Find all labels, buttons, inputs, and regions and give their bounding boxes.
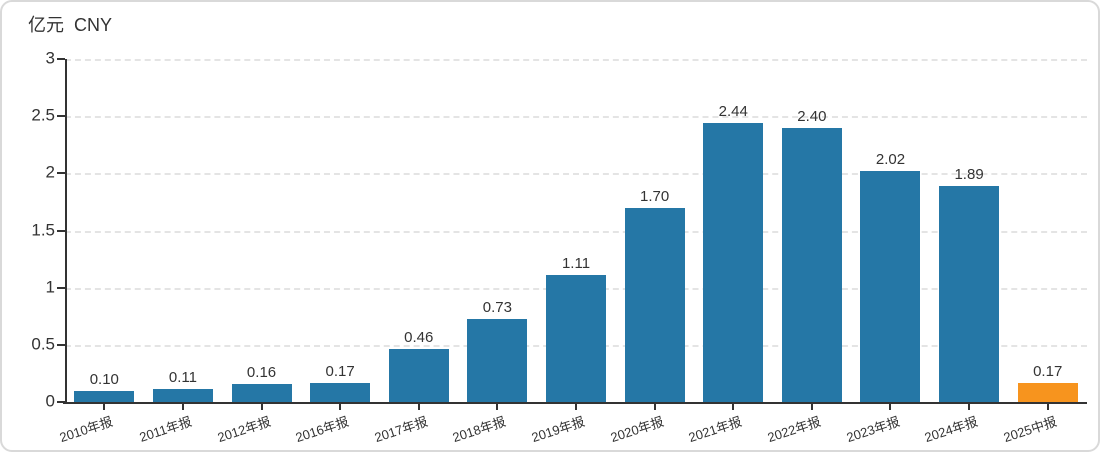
bar[interactable] — [860, 171, 921, 402]
x-axis-tick — [339, 402, 342, 410]
plot-area: 0 0.5 1 1.5 2 2.5 3 0.10 2010年报 0.11 2011年报 0.16 201… — [31, 49, 1087, 445]
bar[interactable] — [703, 123, 764, 402]
y-axis-tick-label: 2.5 — [31, 105, 55, 125]
x-axis-tick-label: 2021年报 — [686, 413, 744, 446]
x-axis-tick-label: 2012年报 — [215, 413, 273, 446]
bar-value-label: 0.46 — [404, 329, 434, 347]
x-axis-tick-label: 2016年报 — [293, 413, 351, 446]
bar-value-label: 1.89 — [954, 165, 984, 183]
y-axis-tick — [57, 401, 65, 403]
x-axis-tick-label: 2019年报 — [529, 413, 587, 446]
bar[interactable] — [781, 127, 842, 402]
bar-value-label: 0.17 — [1033, 362, 1063, 380]
y-axis-tick — [57, 115, 65, 118]
x-axis-tick — [260, 402, 263, 410]
gridline — [65, 173, 1087, 176]
bar[interactable] — [231, 383, 292, 402]
gridline — [65, 230, 1087, 233]
bar-value-label: 2.02 — [875, 151, 906, 169]
y-axis-tick-label: 2 — [45, 162, 55, 182]
x-axis-tick-label: 2020年报 — [608, 413, 666, 446]
x-axis-tick — [1046, 402, 1049, 410]
x-axis-tick — [810, 402, 813, 410]
x-axis-tick-label: 2024年报 — [922, 413, 980, 446]
bar-value-label: 0.17 — [325, 362, 355, 380]
x-axis-tick — [889, 402, 892, 410]
bar[interactable] — [388, 349, 449, 402]
y-axis-tick-label: 3 — [45, 48, 55, 68]
bar[interactable] — [939, 185, 1000, 402]
gridline — [65, 59, 1087, 61]
y-axis-tick — [57, 286, 65, 289]
x-axis-tick — [968, 402, 971, 410]
y-axis-tick — [57, 229, 65, 232]
x-axis-tick — [496, 402, 499, 410]
x-axis-tick-label: 2023年报 — [844, 413, 902, 446]
bar-value-label: 1.11 — [561, 255, 591, 273]
x-axis-tick — [732, 402, 735, 410]
bar[interactable] — [310, 382, 371, 402]
x-axis-tick-label: 2022年报 — [765, 413, 823, 446]
bar-value-label: 2.40 — [797, 107, 827, 125]
y-axis-tick — [57, 343, 65, 346]
bar-value-label: 0.73 — [482, 298, 512, 316]
y-axis-line — [65, 59, 67, 402]
gridline — [65, 116, 1087, 119]
x-axis-tick-label: 2011年报 — [137, 413, 194, 445]
x-axis-tick-label: 2025中报 — [1001, 413, 1059, 446]
bar-value-label: 2.44 — [718, 103, 748, 121]
bar-value-label: 1.70 — [640, 187, 670, 205]
bar[interactable] — [152, 389, 213, 402]
x-axis-tick-label: 2010年报 — [58, 413, 115, 446]
bar-value-label: 0.16 — [246, 363, 277, 381]
bar-value-label: 0.10 — [89, 370, 119, 388]
y-axis-tick-label: 1.5 — [31, 220, 55, 240]
bar[interactable] — [546, 275, 606, 402]
bar[interactable] — [624, 207, 685, 402]
x-axis-tick — [575, 402, 577, 410]
x-axis-tick-label: 2017年报 — [372, 413, 430, 446]
x-axis-tick — [181, 402, 184, 410]
x-axis-tick — [103, 402, 106, 410]
x-axis-tick — [653, 402, 656, 410]
bar[interactable] — [467, 318, 528, 402]
bar-value-label: 0.11 — [168, 369, 197, 387]
bar[interactable] — [1017, 382, 1078, 402]
y-axis-tick-label: 1 — [45, 277, 55, 297]
x-axis-tick-label: 2018年报 — [451, 413, 508, 446]
bar[interactable] — [74, 390, 135, 402]
x-axis-tick — [417, 402, 420, 410]
y-axis-tick — [57, 172, 65, 175]
y-axis-tick-label: 0 — [45, 391, 55, 411]
y-axis-tick — [57, 58, 65, 60]
y-axis-tick-label: 0.5 — [31, 334, 55, 354]
chart-unit-title: 亿元 CNY — [28, 15, 113, 35]
